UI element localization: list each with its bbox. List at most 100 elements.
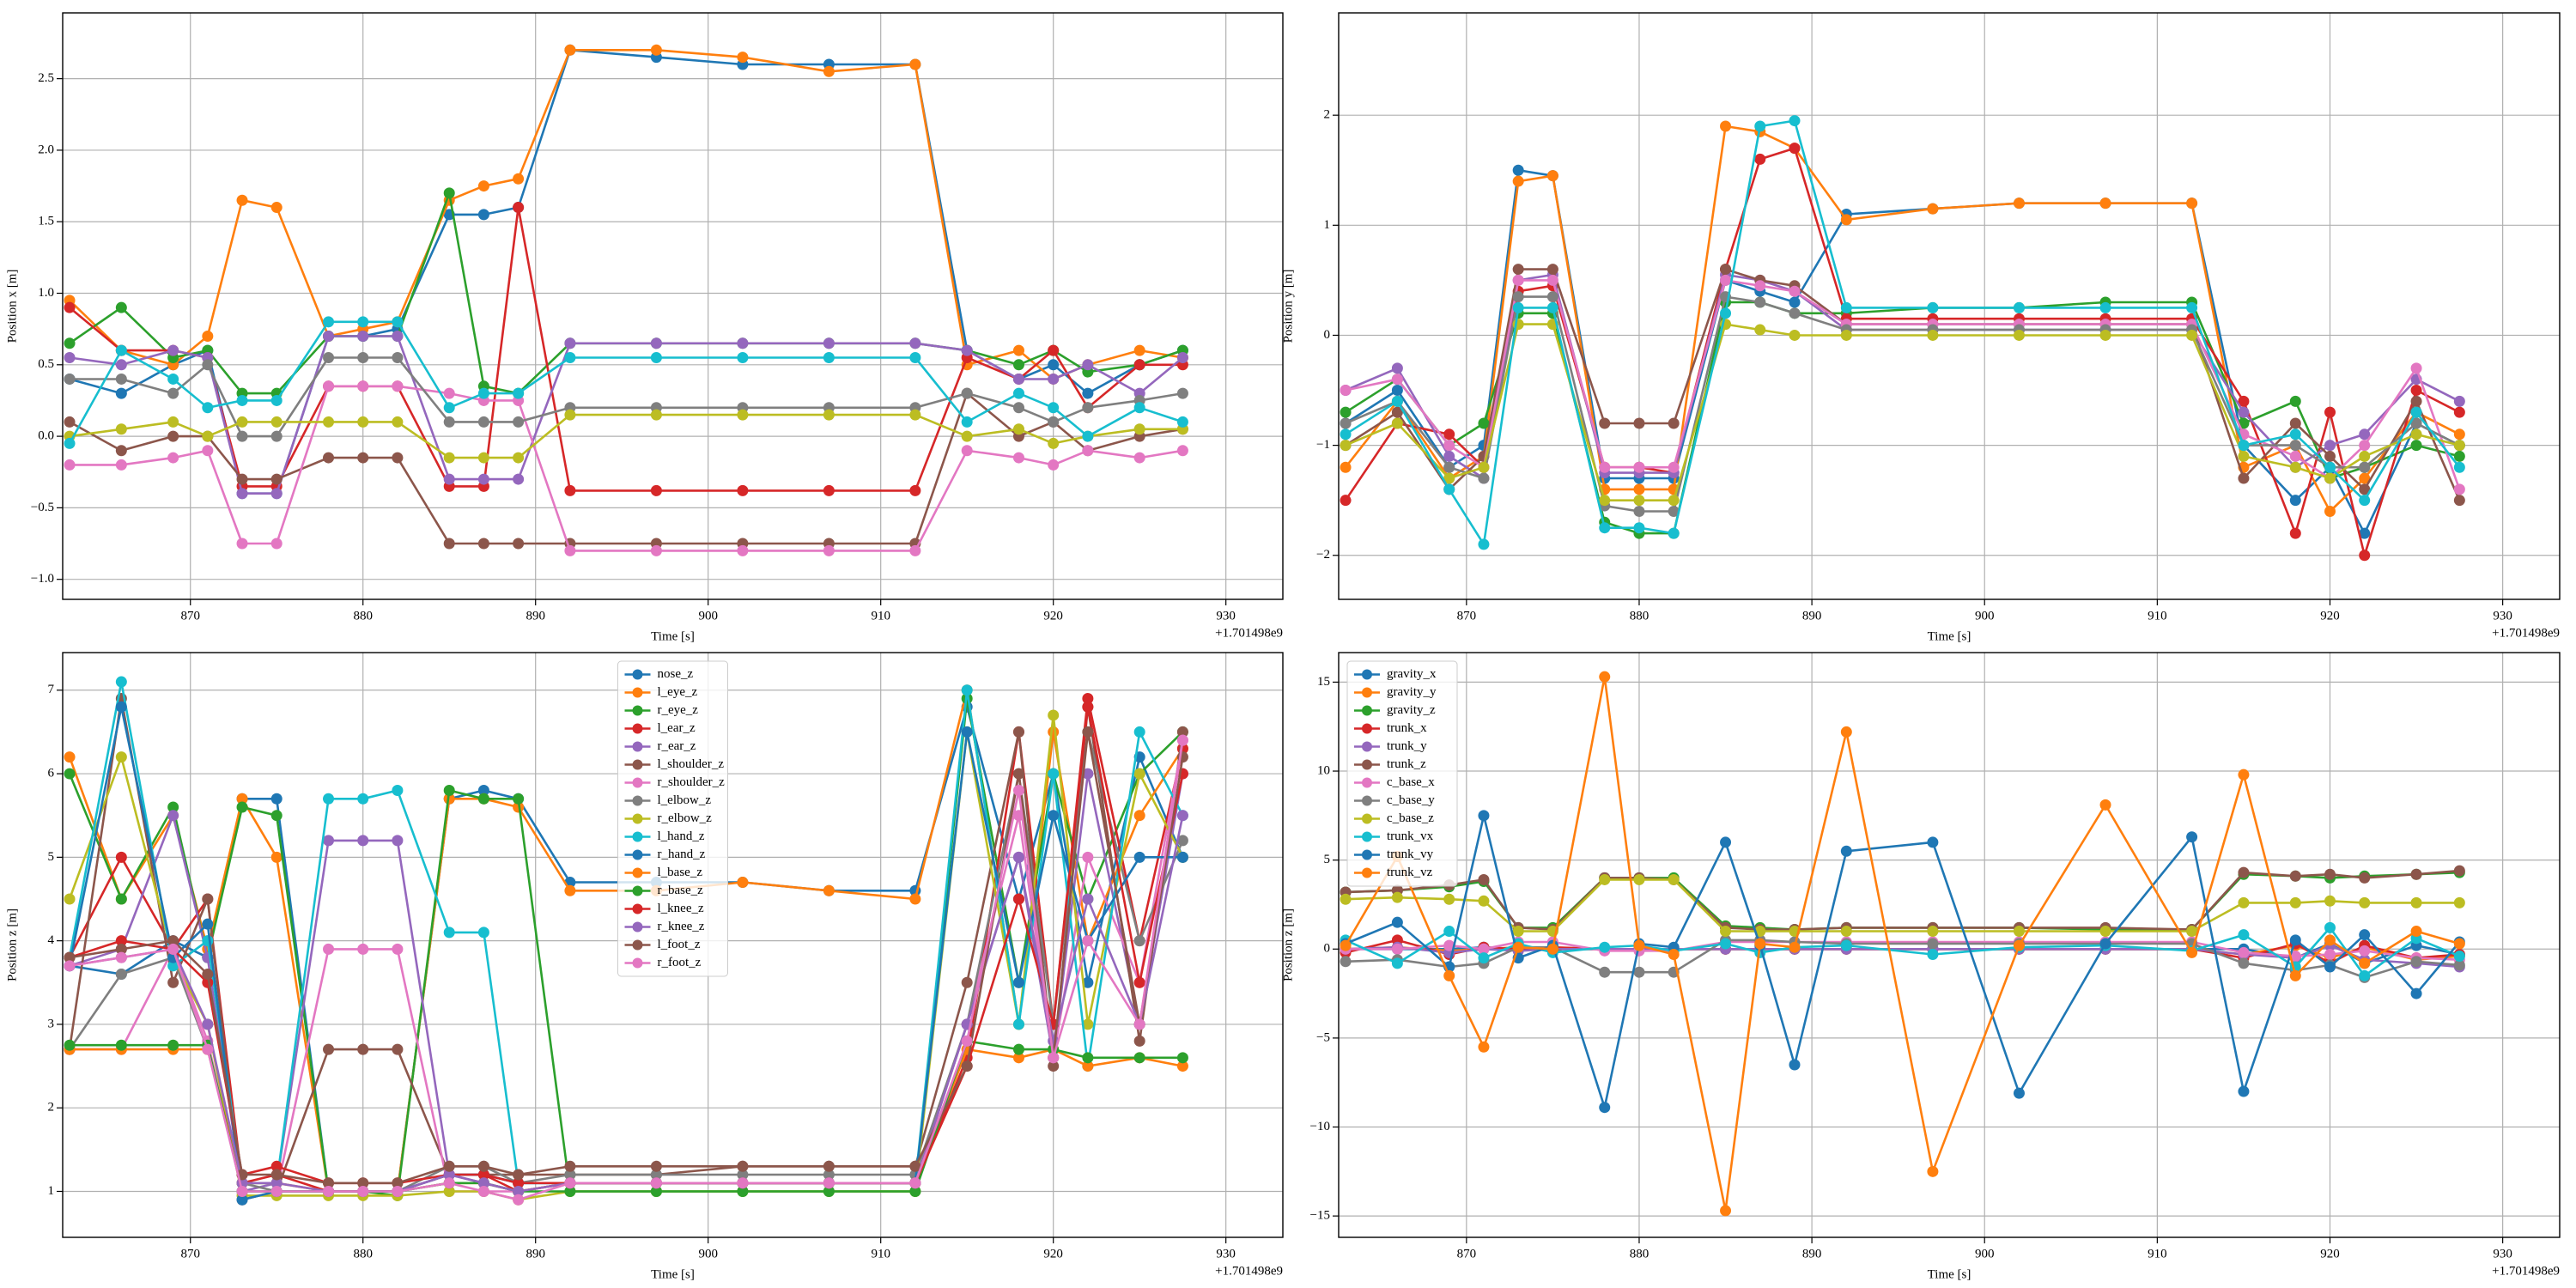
data-point (1012, 423, 1024, 435)
data-point (737, 351, 749, 363)
data-point (167, 430, 179, 442)
data-point (1340, 956, 1352, 968)
legend-label: l_elbow_z (658, 793, 712, 807)
data-point (2099, 301, 2111, 313)
data-point (1443, 939, 1455, 951)
data-point (2453, 951, 2465, 963)
legend-marker (1362, 831, 1372, 842)
data-point (2324, 921, 2336, 933)
legend-entry: r_base_z (624, 884, 703, 897)
data-point (1176, 1060, 1188, 1072)
data-point (270, 851, 283, 863)
data-point (323, 380, 335, 392)
data-point (236, 194, 248, 206)
data-point (167, 976, 179, 988)
data-point (1754, 296, 1766, 308)
data-point (650, 1160, 662, 1172)
data-point (650, 1185, 662, 1197)
data-point (909, 1185, 921, 1197)
data-point (909, 351, 921, 363)
data-point (64, 301, 76, 313)
data-point (961, 344, 973, 356)
data-point (443, 538, 455, 550)
data-point (115, 893, 127, 905)
data-point (1391, 891, 1403, 903)
data-point (513, 793, 525, 805)
data-point (1012, 785, 1024, 797)
legend-marker (1362, 849, 1372, 860)
data-point (1133, 1018, 1145, 1030)
data-point (443, 452, 455, 464)
data-point (477, 1185, 489, 1197)
data-point (1082, 893, 1094, 905)
x-tick-label: 900 (698, 609, 718, 623)
data-point (357, 452, 369, 464)
data-point (961, 726, 973, 738)
data-point (1633, 417, 1645, 429)
data-point (1512, 164, 1524, 176)
data-point (115, 387, 127, 399)
data-point (392, 943, 404, 955)
data-point (443, 187, 455, 199)
data-point (236, 416, 248, 428)
data-point (1133, 935, 1145, 947)
data-point (236, 473, 248, 485)
data-point (2359, 945, 2371, 957)
data-point (2410, 926, 2422, 938)
x-tick-label: 910 (2148, 609, 2167, 623)
data-point (1443, 461, 1455, 473)
legend-label: gravity_x (1387, 667, 1437, 681)
data-point (357, 1177, 369, 1189)
data-point (443, 785, 455, 797)
data-point (2289, 440, 2301, 452)
data-point (823, 1177, 835, 1189)
data-point (323, 1043, 335, 1055)
data-point (823, 544, 835, 556)
data-point (167, 373, 179, 385)
data-point (1443, 893, 1455, 905)
data-point (2359, 461, 2371, 473)
data-point (2289, 896, 2301, 908)
data-point (909, 484, 921, 496)
data-point (1082, 387, 1094, 399)
legend-entry: c_base_y (1354, 793, 1435, 807)
data-point (236, 430, 248, 442)
data-point (1927, 836, 1939, 848)
data-point (1478, 538, 1490, 550)
data-point (357, 416, 369, 428)
data-point (513, 452, 525, 464)
data-point (1012, 851, 1024, 863)
data-point (1443, 428, 1455, 440)
y-tick-label: 1.0 (38, 286, 54, 300)
data-point (564, 544, 576, 556)
data-point (64, 351, 76, 363)
data-point (1840, 845, 1852, 857)
data-point (2410, 428, 2422, 440)
data-point (236, 801, 248, 813)
data-point (2410, 395, 2422, 407)
data-point (1082, 768, 1094, 780)
data-point (270, 1185, 283, 1197)
legend-entry: gravity_y (1354, 685, 1437, 699)
data-point (823, 1169, 835, 1181)
data-point (1512, 291, 1524, 303)
data-point (1789, 296, 1801, 308)
data-point (650, 1177, 662, 1189)
legend-entry: r_shoulder_z (624, 775, 725, 789)
x-offset-label: +1.701498e9 (1215, 626, 1283, 640)
data-point (392, 1043, 404, 1055)
x-tick-label: 880 (353, 609, 373, 623)
data-point (2410, 406, 2422, 418)
legend-entry: c_base_x (1354, 775, 1435, 789)
data-point (2453, 495, 2465, 507)
data-point (1633, 483, 1645, 495)
data-point (513, 1185, 525, 1197)
data-point (1391, 957, 1403, 969)
data-point (650, 544, 662, 556)
data-point (202, 330, 214, 342)
data-point (270, 793, 283, 805)
data-point (2289, 395, 2301, 407)
data-point (392, 452, 404, 464)
data-point (650, 337, 662, 349)
x-tick-label: 900 (698, 1247, 718, 1261)
